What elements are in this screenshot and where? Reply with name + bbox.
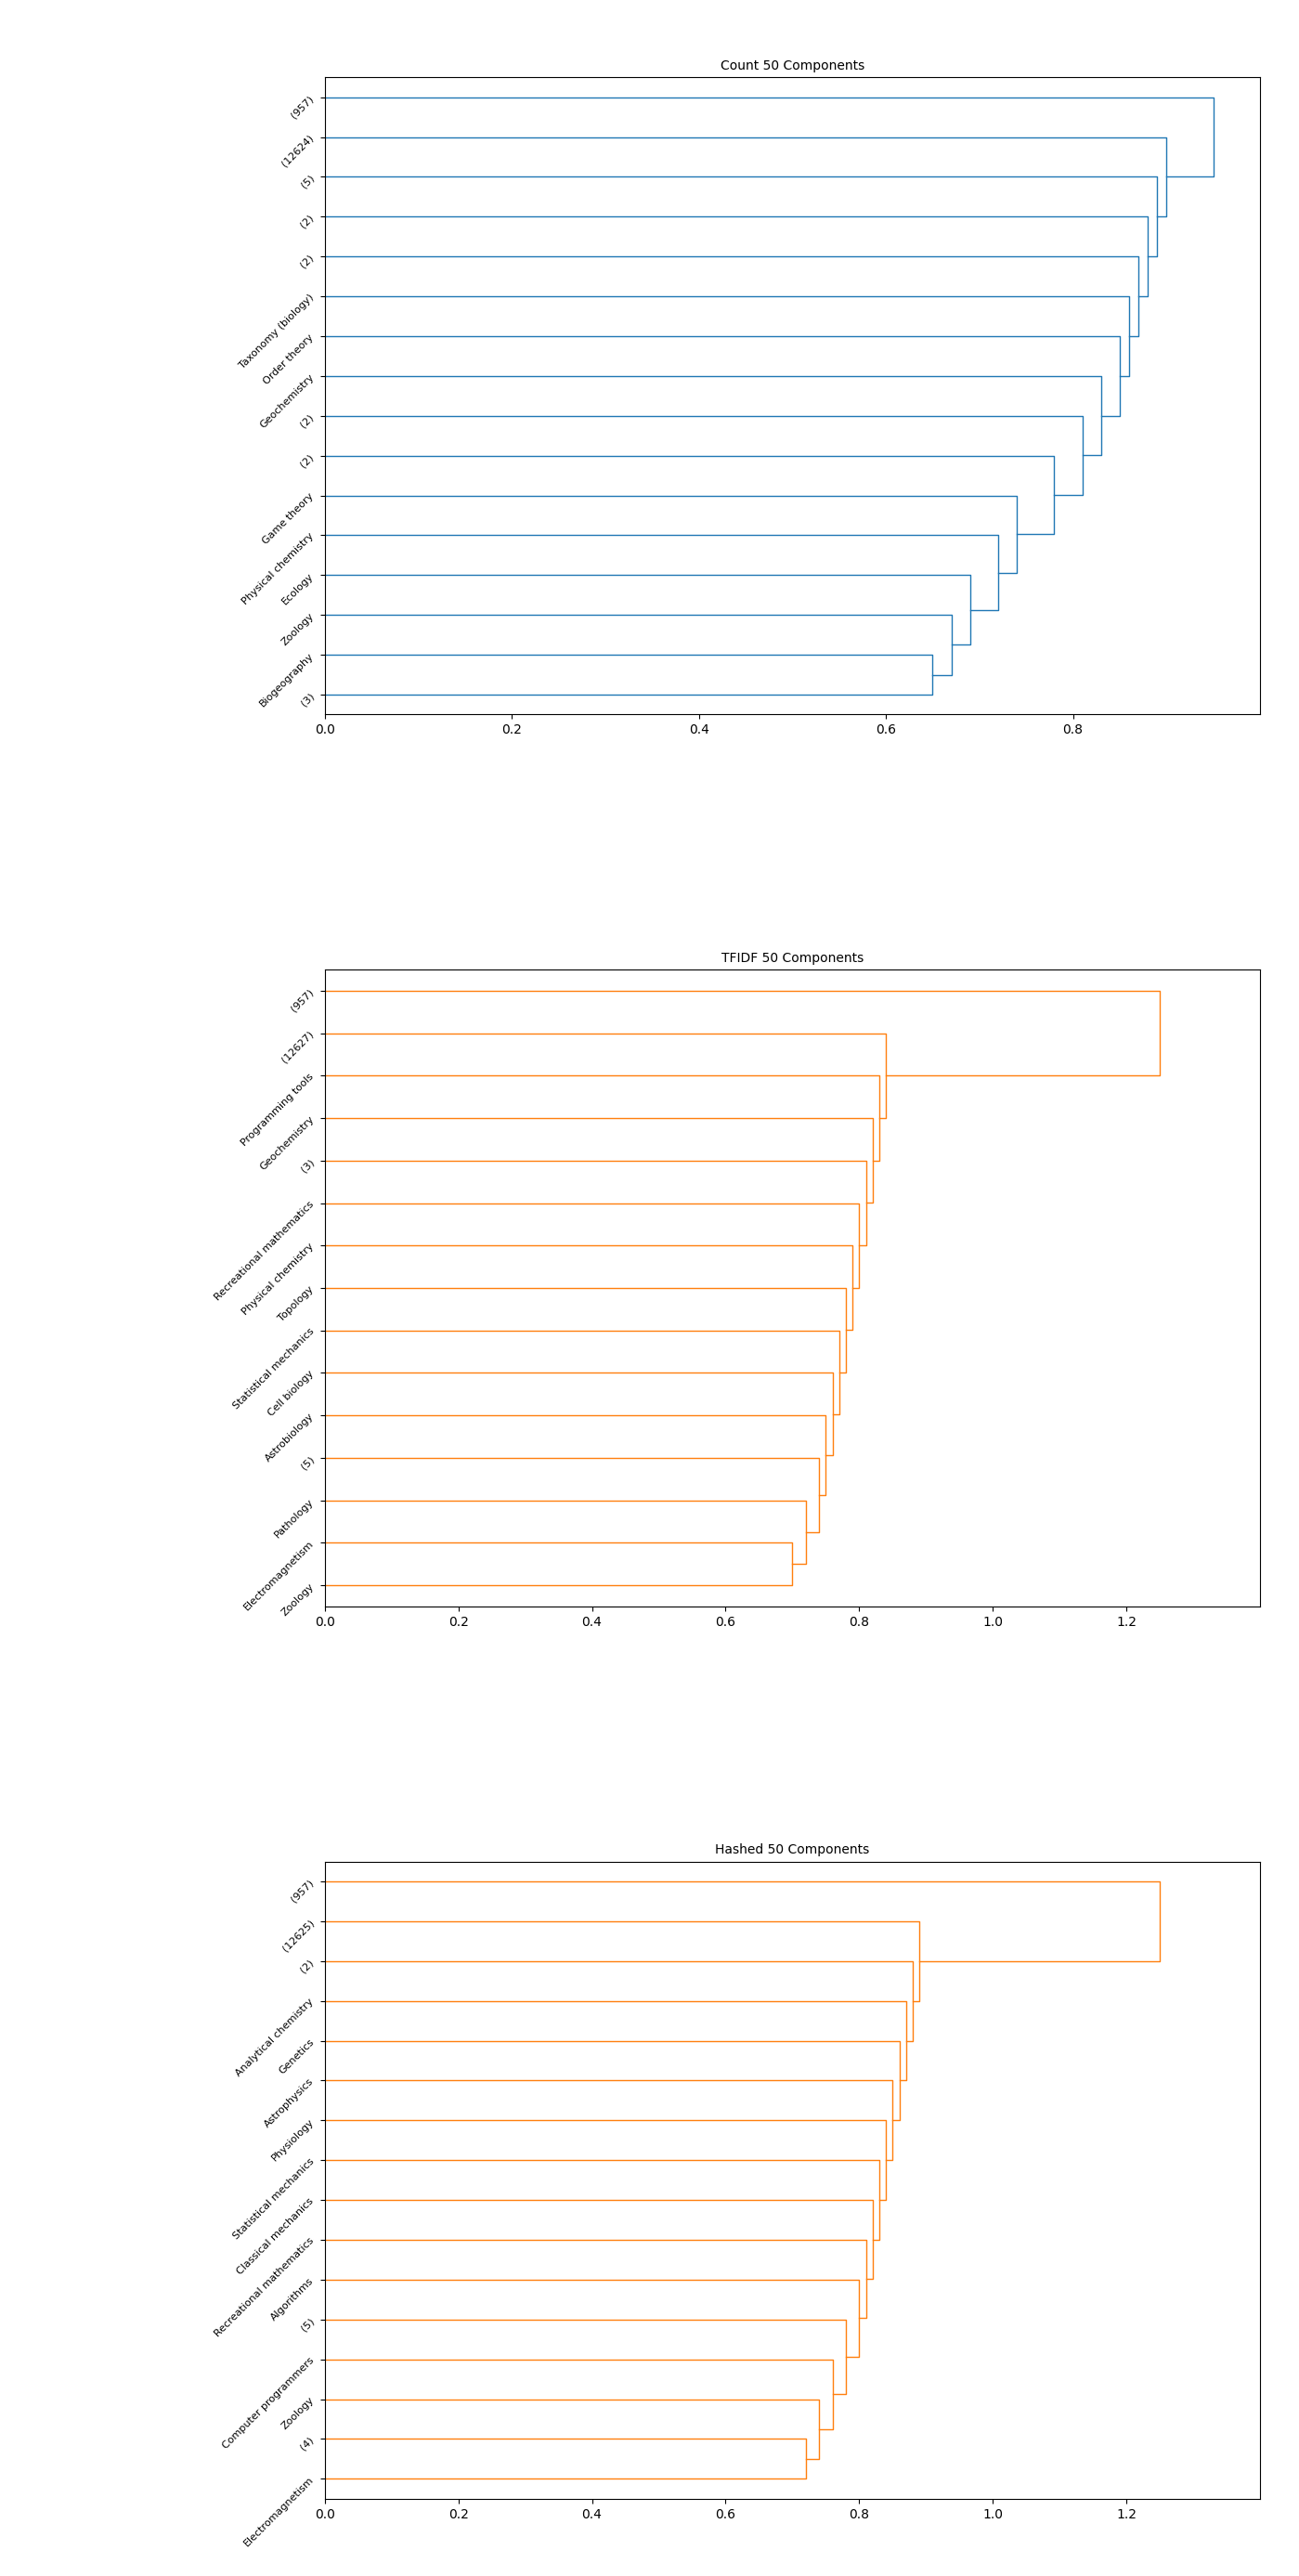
Title: Hashed 50 Components: Hashed 50 Components — [716, 1844, 869, 1857]
Title: TFIDF 50 Components: TFIDF 50 Components — [721, 951, 864, 963]
Title: Count 50 Components: Count 50 Components — [721, 59, 864, 72]
